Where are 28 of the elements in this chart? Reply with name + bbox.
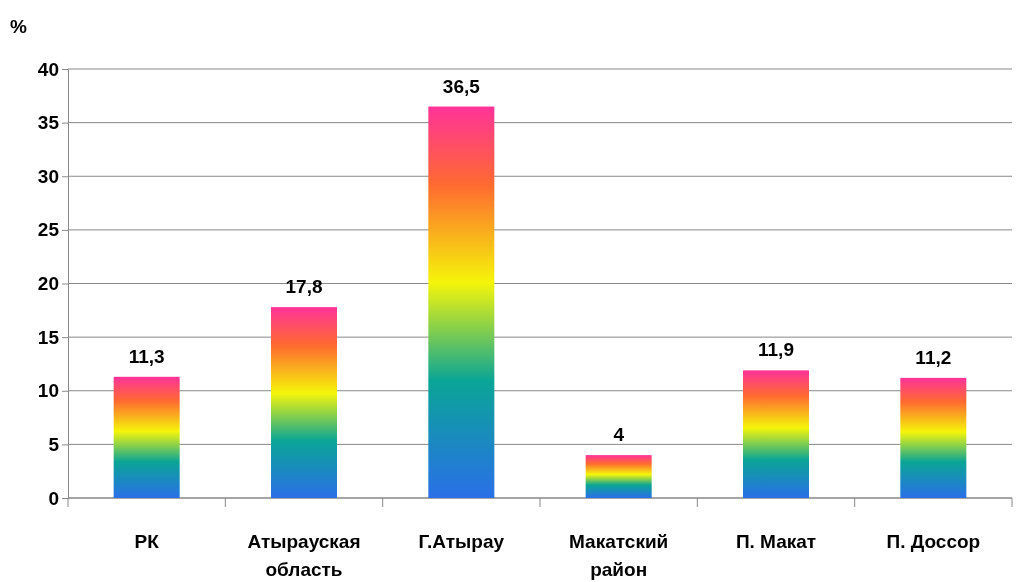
y-tick-label: 5	[48, 433, 60, 455]
data-label: 11,9	[758, 339, 794, 361]
y-tick-label: 20	[37, 273, 59, 295]
x-tick-label: Атырауская область	[247, 531, 361, 580]
y-tick-label: 35	[37, 112, 60, 134]
data-label: 17,8	[285, 276, 323, 298]
x-tick-label: П. Макат	[735, 531, 817, 552]
y-tick-label: 25	[37, 219, 60, 241]
x-tick-label: П. Доссор	[886, 531, 981, 552]
x-tick-label: Г.Атырау	[418, 531, 505, 552]
data-label: 11,3	[128, 345, 165, 367]
x-tick-label: Макатский район	[569, 531, 669, 580]
y-tick-label: 40	[37, 58, 59, 80]
bar	[585, 455, 652, 498]
y-tick-label: 0	[48, 487, 59, 509]
bar	[271, 307, 337, 498]
bar	[743, 370, 809, 498]
y-tick-label: 10	[37, 380, 59, 402]
y-tick-label: 15	[37, 326, 60, 348]
bar	[428, 106, 495, 498]
data-label: 36,5	[442, 75, 481, 97]
y-tick-label: 30	[37, 165, 59, 187]
bar	[113, 376, 180, 498]
data-label: 11,2	[915, 346, 952, 368]
data-label: 4	[613, 424, 625, 446]
y-axis-title: %	[10, 16, 27, 37]
bar	[900, 377, 967, 498]
x-tick-label: РК	[134, 531, 160, 552]
